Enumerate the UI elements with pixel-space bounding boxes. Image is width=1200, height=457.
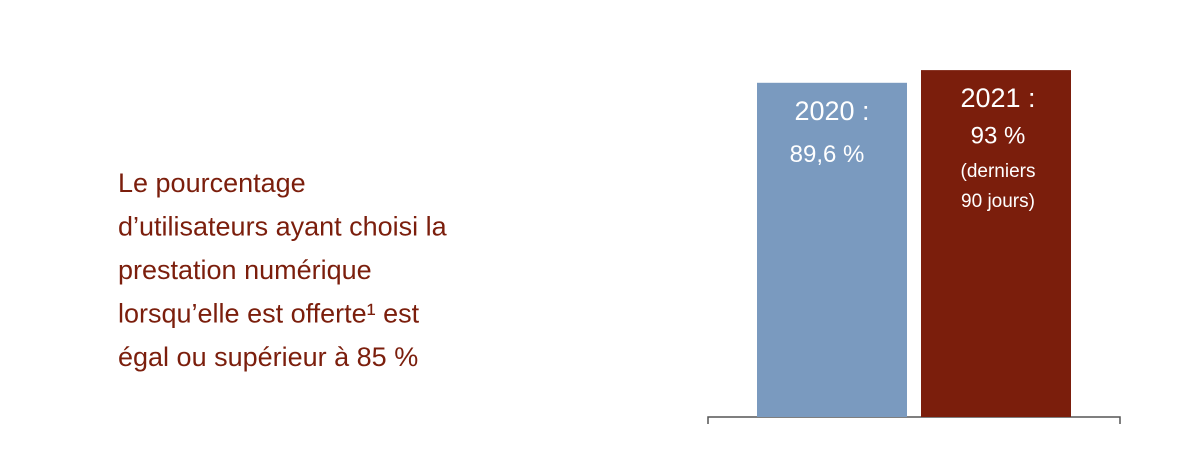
annotation: 90 jours) — [961, 191, 1035, 212]
description-line: égal ou supérieur à 85 % — [118, 342, 418, 372]
bar — [757, 82, 907, 418]
description-line: prestation numérique — [118, 255, 372, 285]
description-line: d’utilisateurs ayant choisi la — [118, 212, 448, 242]
description-line: Le pourcentage — [118, 168, 306, 198]
category-label: 2020 : — [794, 96, 869, 126]
value-label: 93 % — [971, 122, 1026, 149]
bar — [921, 70, 1071, 418]
description-line: lorsqu’elle est offerte¹ est — [118, 299, 420, 329]
category-label: 2021 : — [960, 83, 1035, 113]
value-label: 89,6 % — [790, 141, 865, 168]
axis-line — [707, 416, 1121, 424]
annotation: (derniers — [961, 161, 1036, 182]
